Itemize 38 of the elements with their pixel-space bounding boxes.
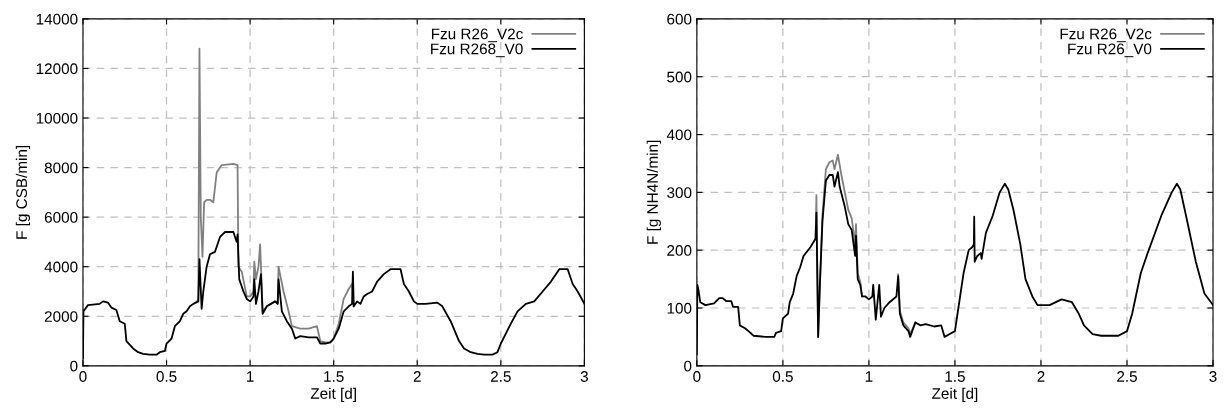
y-tick-label: 14000	[36, 13, 78, 25]
x-tick-label: 1	[865, 371, 873, 382]
x-tick-label: 1.5	[945, 371, 965, 382]
x-axis-title: Zeit [d]	[310, 387, 356, 402]
y-tick-label: 6000	[44, 212, 78, 223]
x-tick-label: 0.5	[772, 371, 793, 382]
x-tick-label: 0.5	[156, 371, 177, 382]
y-tick-label: 400	[666, 129, 692, 141]
x-tick-label: 1	[247, 371, 254, 382]
y-tick-label: 200	[667, 245, 692, 256]
line-series	[195, 47, 355, 344]
x-tick-label: 2	[1037, 371, 1045, 382]
y-tick-label: 2000	[44, 311, 78, 322]
y-axis-title: F [g CSB/min]	[15, 145, 31, 239]
x-tick-label: 0	[79, 371, 87, 382]
x-tick-label: 3	[1209, 371, 1217, 382]
x-tick-label: 3	[580, 371, 588, 382]
x-tick-label: 0	[693, 371, 701, 382]
legend-label: Fzu R26_V2c	[1060, 28, 1152, 43]
y-tick-label: 500	[667, 71, 692, 83]
legend-label: Fzu R268_V0	[431, 43, 523, 58]
x-tick-label: 2.5	[1117, 371, 1137, 382]
y-tick-label: 600	[667, 13, 692, 25]
y-axis-title: F [g NH4N/min]	[646, 140, 661, 244]
x-tick-label: 1.5	[324, 371, 344, 382]
legend-label: Fzu R26_V0	[1068, 43, 1152, 58]
x-axis-title: Zeit [d]	[932, 387, 978, 402]
y-tick-label: 4000	[44, 261, 78, 273]
y-tick-label: 10000	[36, 112, 78, 124]
legend-label: Fzu R26_V2c	[431, 28, 523, 43]
x-tick-label: 2.5	[490, 371, 511, 382]
y-tick-label: 8000	[44, 162, 78, 174]
y-tick-label: 0	[684, 360, 692, 372]
x-tick-label: 2	[413, 371, 421, 382]
y-tick-label: 300	[667, 187, 692, 199]
y-tick-label: 12000	[36, 63, 78, 75]
y-tick-label: 100	[667, 302, 692, 314]
y-tick-label: 0	[70, 360, 78, 372]
